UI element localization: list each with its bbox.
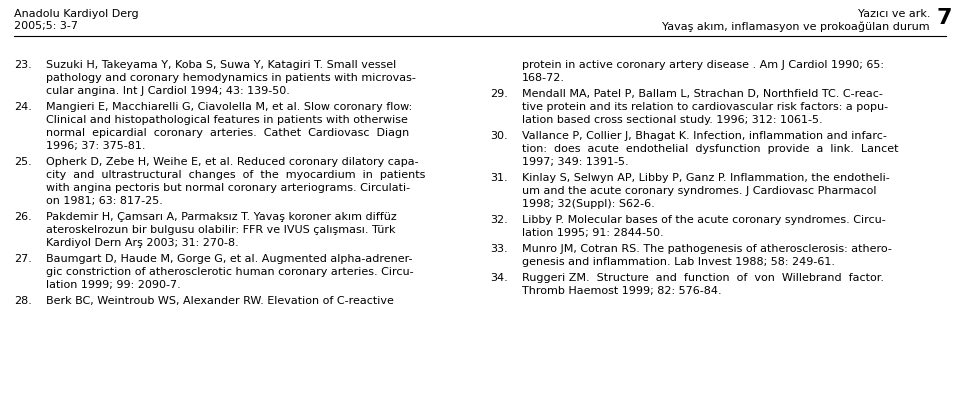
Text: 34.: 34. <box>490 273 508 283</box>
Text: 1996; 37: 375-81.: 1996; 37: 375-81. <box>46 141 146 151</box>
Text: normal  epicardial  coronary  arteries.  Cathet  Cardiovasc  Diagn: normal epicardial coronary arteries. Cat… <box>46 128 409 138</box>
Text: city  and  ultrastructural  changes  of  the  myocardium  in  patients: city and ultrastructural changes of the … <box>46 170 425 180</box>
Text: 26.: 26. <box>14 212 32 222</box>
Text: 32.: 32. <box>490 215 508 225</box>
Text: Munro JM, Cotran RS. The pathogenesis of atherosclerosis: athero-: Munro JM, Cotran RS. The pathogenesis of… <box>522 244 892 254</box>
Text: tion:  does  acute  endothelial  dysfunction  provide  a  link.  Lancet: tion: does acute endothelial dysfunction… <box>522 144 899 154</box>
Text: 1997; 349: 1391-5.: 1997; 349: 1391-5. <box>522 157 629 167</box>
Text: 23.: 23. <box>14 60 32 70</box>
Text: Yazıcı ve ark.: Yazıcı ve ark. <box>857 9 930 19</box>
Text: Anadolu Kardiyol Derg: Anadolu Kardiyol Derg <box>14 9 138 19</box>
Text: Thromb Haemost 1999; 82: 576-84.: Thromb Haemost 1999; 82: 576-84. <box>522 286 722 296</box>
Text: 31.: 31. <box>490 173 508 183</box>
Text: 33.: 33. <box>490 244 508 254</box>
Text: Suzuki H, Takeyama Y, Koba S, Suwa Y, Katagiri T. Small vessel: Suzuki H, Takeyama Y, Koba S, Suwa Y, Ka… <box>46 60 396 70</box>
Text: 27.: 27. <box>14 254 32 264</box>
Text: 24.: 24. <box>14 102 32 112</box>
Text: Mendall MA, Patel P, Ballam L, Strachan D, Northfield TC. C-reac-: Mendall MA, Patel P, Ballam L, Strachan … <box>522 89 883 99</box>
Text: gic constriction of atherosclerotic human coronary arteries. Circu-: gic constriction of atherosclerotic huma… <box>46 267 414 277</box>
Text: 30.: 30. <box>490 131 508 141</box>
Text: lation 1995; 91: 2844-50.: lation 1995; 91: 2844-50. <box>522 228 663 238</box>
Text: ateroskelrozun bir bulgusu olabilir: FFR ve IVUS çalışması. Türk: ateroskelrozun bir bulgusu olabilir: FFR… <box>46 225 396 235</box>
Text: Ruggeri ZM.  Structure  and  function  of  von  Willebrand  factor.: Ruggeri ZM. Structure and function of vo… <box>522 273 884 283</box>
Text: 168-72.: 168-72. <box>522 73 565 83</box>
Text: Baumgart D, Haude M, Gorge G, et al. Augmented alpha-adrener-: Baumgart D, Haude M, Gorge G, et al. Aug… <box>46 254 413 264</box>
Text: pathology and coronary hemodynamics in patients with microvas-: pathology and coronary hemodynamics in p… <box>46 73 416 83</box>
Text: 2005;5: 3-7: 2005;5: 3-7 <box>14 21 78 31</box>
Text: cular angina. Int J Cardiol 1994; 43: 139-50.: cular angina. Int J Cardiol 1994; 43: 13… <box>46 86 290 96</box>
Text: Kinlay S, Selwyn AP, Libby P, Ganz P. Inflammation, the endotheli-: Kinlay S, Selwyn AP, Libby P, Ganz P. In… <box>522 173 890 183</box>
Text: lation 1999; 99: 2090-7.: lation 1999; 99: 2090-7. <box>46 280 180 290</box>
Text: Kardiyol Dern Arş 2003; 31: 270-8.: Kardiyol Dern Arş 2003; 31: 270-8. <box>46 238 239 248</box>
Text: Mangieri E, Macchiarelli G, Ciavolella M, et al. Slow coronary flow:: Mangieri E, Macchiarelli G, Ciavolella M… <box>46 102 412 112</box>
Text: Libby P. Molecular bases of the acute coronary syndromes. Circu-: Libby P. Molecular bases of the acute co… <box>522 215 886 225</box>
Text: 28.: 28. <box>14 296 32 306</box>
Text: um and the acute coronary syndromes. J Cardiovasc Pharmacol: um and the acute coronary syndromes. J C… <box>522 186 876 196</box>
Text: 7: 7 <box>937 8 952 28</box>
Text: 25.: 25. <box>14 157 32 167</box>
Text: Vallance P, Collier J, Bhagat K. Infection, inflammation and infarc-: Vallance P, Collier J, Bhagat K. Infecti… <box>522 131 887 141</box>
Text: genesis and inflammation. Lab Invest 1988; 58: 249-61.: genesis and inflammation. Lab Invest 198… <box>522 257 835 267</box>
Text: 29.: 29. <box>490 89 508 99</box>
Text: Opherk D, Zebe H, Weihe E, et al. Reduced coronary dilatory capa-: Opherk D, Zebe H, Weihe E, et al. Reduce… <box>46 157 419 167</box>
Text: 1998; 32(Suppl): S62-6.: 1998; 32(Suppl): S62-6. <box>522 199 655 209</box>
Text: lation based cross sectional study. 1996; 312: 1061-5.: lation based cross sectional study. 1996… <box>522 115 823 125</box>
Text: protein in active coronary artery disease . Am J Cardiol 1990; 65:: protein in active coronary artery diseas… <box>522 60 884 70</box>
Text: Berk BC, Weintroub WS, Alexander RW. Elevation of C-reactive: Berk BC, Weintroub WS, Alexander RW. Ele… <box>46 296 394 306</box>
Text: with angina pectoris but normal coronary arteriograms. Circulati-: with angina pectoris but normal coronary… <box>46 183 410 193</box>
Text: Pakdemir H, Çamsarı A, Parmaksız T. Yavaş koroner akım diffüz: Pakdemir H, Çamsarı A, Parmaksız T. Yava… <box>46 212 396 222</box>
Text: Yavaş akım, inflamasyon ve prokoağülan durum: Yavaş akım, inflamasyon ve prokoağülan d… <box>662 21 930 32</box>
Text: on 1981; 63: 817-25.: on 1981; 63: 817-25. <box>46 196 163 206</box>
Text: Clinical and histopathological features in patients with otherwise: Clinical and histopathological features … <box>46 115 408 125</box>
Text: tive protein and its relation to cardiovascular risk factors: a popu-: tive protein and its relation to cardiov… <box>522 102 888 112</box>
